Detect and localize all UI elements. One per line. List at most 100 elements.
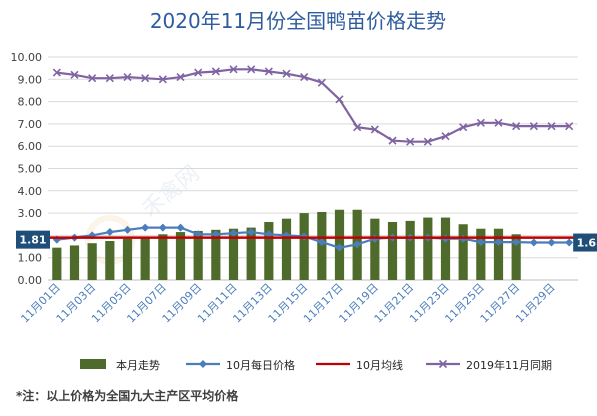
data-point — [423, 137, 432, 146]
legend-label: 2019年11月同期 — [466, 358, 552, 372]
legend-swatch — [80, 359, 106, 369]
data-point — [141, 74, 150, 83]
data-point — [158, 75, 167, 84]
data-point — [353, 240, 362, 249]
series-path — [56, 68, 570, 143]
data-point — [565, 238, 574, 247]
legend: 本月走势 10月每日价格 10月均线 2019年11月同期 — [80, 358, 552, 372]
data-point — [335, 243, 344, 252]
data-point — [264, 230, 273, 239]
bar — [158, 234, 168, 280]
legend-item: 10月每日价格 — [186, 358, 295, 372]
bar — [281, 218, 292, 280]
data-point — [211, 67, 220, 76]
line-series — [48, 65, 578, 252]
data-point — [476, 238, 485, 247]
data-point — [247, 228, 256, 237]
data-point — [88, 74, 97, 83]
data-point — [406, 137, 415, 146]
bar — [458, 224, 468, 280]
bar — [476, 228, 486, 280]
data-point — [176, 73, 185, 82]
y-axis: 0.001.002.003.004.005.006.007.008.009.00… — [11, 51, 43, 287]
data-point — [229, 229, 238, 238]
bar — [122, 238, 133, 280]
bar — [299, 213, 309, 280]
legend-item: 本月走势 — [80, 358, 160, 372]
legend-label: 10月均线 — [356, 358, 403, 372]
y-tick-label: 4.00 — [18, 185, 43, 198]
data-point — [547, 122, 556, 131]
data-point — [194, 68, 203, 77]
chart-title: 2020年11月份全国鸭苗价格走势 — [150, 9, 446, 33]
callout-label: 1.81 — [19, 234, 46, 247]
value-callouts: 1.81 1.68 — [16, 230, 597, 252]
y-tick-label: 0.00 — [18, 274, 43, 287]
data-point — [282, 69, 291, 78]
bar — [370, 218, 380, 280]
data-point — [194, 230, 203, 239]
data-point — [317, 238, 326, 247]
y-tick-label: 8.00 — [18, 96, 43, 109]
bar — [246, 227, 256, 280]
bar — [228, 228, 239, 280]
data-point — [211, 230, 220, 239]
footnote: *注：以上价格为全国九大主产区平均价格 — [16, 388, 239, 403]
bar — [493, 228, 504, 280]
data-point — [441, 132, 450, 141]
data-point — [176, 223, 185, 232]
bar — [440, 217, 451, 280]
data-point — [247, 65, 256, 74]
data-point — [494, 238, 503, 247]
bar — [105, 240, 115, 280]
data-point — [476, 118, 485, 127]
data-point — [547, 238, 556, 247]
data-point — [335, 95, 344, 104]
bar — [175, 232, 186, 280]
callout-box — [16, 230, 50, 249]
legend-item: 10月均线 — [316, 358, 403, 372]
y-tick-label: 10.00 — [11, 51, 43, 64]
bar — [511, 234, 521, 280]
bar — [69, 245, 80, 280]
data-point — [70, 70, 79, 79]
bar — [193, 230, 203, 280]
data-point — [105, 74, 114, 83]
data-point — [123, 73, 132, 82]
legend-item: 2019年11月同期 — [426, 358, 552, 372]
data-point — [264, 67, 273, 76]
bar — [52, 247, 62, 280]
series-line — [52, 65, 574, 146]
callout-box — [573, 233, 597, 252]
data-point — [105, 228, 114, 237]
data-point — [565, 122, 574, 131]
y-tick-label: 1.00 — [18, 252, 43, 265]
callout-label: 1.68 — [577, 237, 597, 250]
data-point — [529, 122, 538, 131]
y-tick-label: 7.00 — [18, 118, 43, 131]
bar — [140, 236, 150, 280]
data-point — [300, 73, 309, 82]
data-point — [52, 68, 61, 77]
data-point — [370, 125, 379, 134]
bar — [423, 217, 433, 280]
data-point — [512, 122, 521, 131]
data-point — [123, 225, 132, 234]
data-point — [353, 123, 362, 132]
data-point — [529, 238, 538, 247]
legend-label: 10月每日价格 — [226, 358, 295, 372]
legend-label: 本月走势 — [116, 358, 160, 372]
legend-marker — [438, 359, 448, 369]
data-point — [459, 123, 468, 132]
y-tick-label: 9.00 — [18, 73, 43, 86]
data-point — [141, 223, 150, 232]
data-point — [317, 78, 326, 87]
bar — [211, 229, 221, 280]
bar — [264, 222, 274, 280]
data-point — [158, 223, 167, 232]
bar — [387, 222, 398, 280]
bar — [87, 243, 97, 280]
y-tick-label: 3.00 — [18, 207, 43, 220]
